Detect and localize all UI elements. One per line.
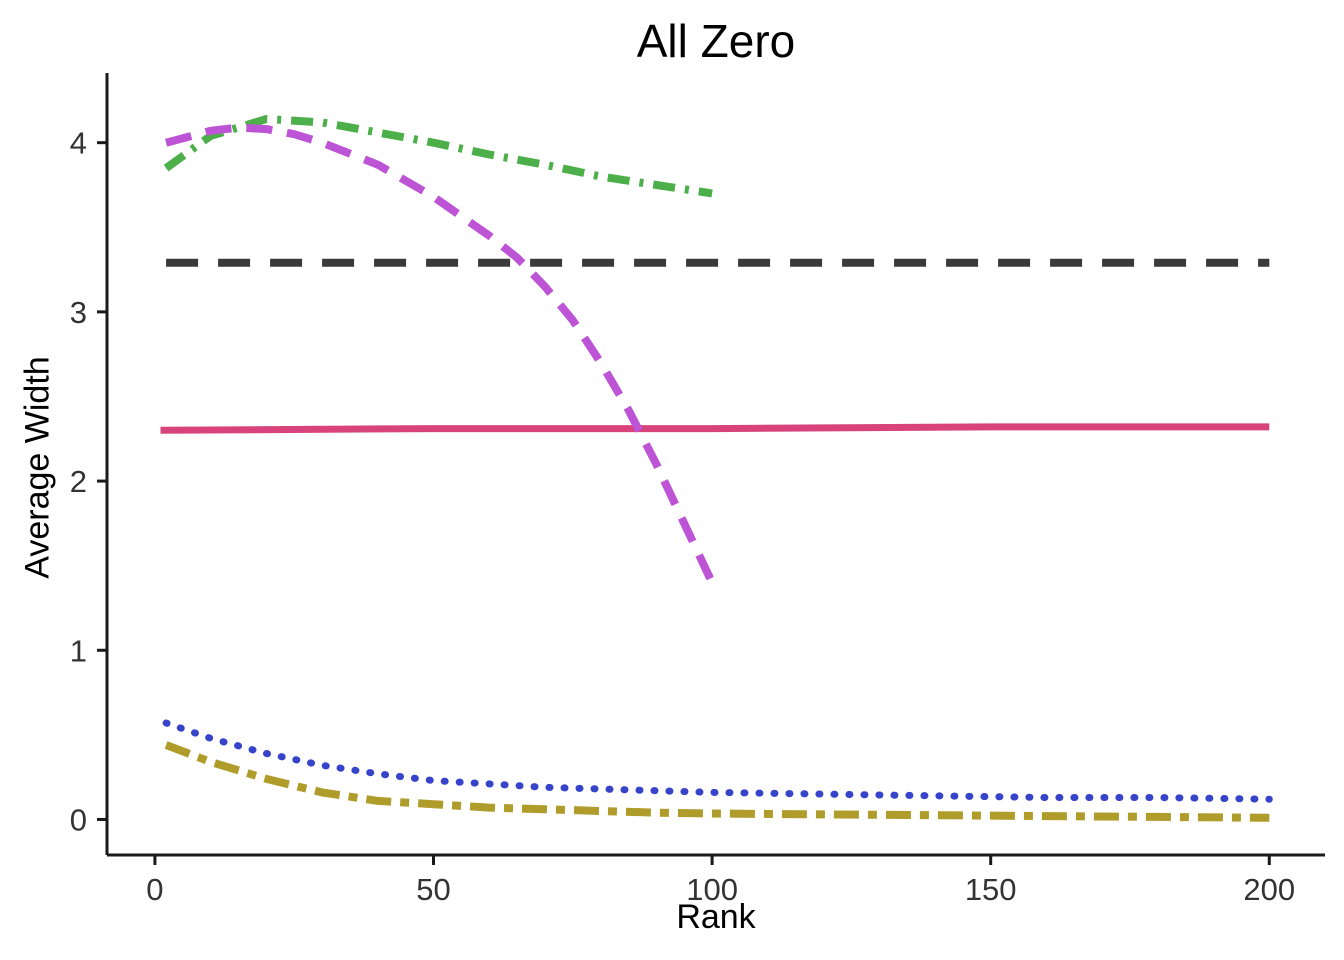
y-tick-label: 0 <box>70 802 87 837</box>
x-tick-label: 50 <box>416 872 450 907</box>
y-axis-label: Average Width <box>18 356 57 579</box>
y-tick-label: 1 <box>70 633 87 668</box>
series-olive-twodash <box>164 741 1270 822</box>
y-tick-label: 4 <box>70 126 87 161</box>
x-tick-label: 200 <box>1243 872 1295 907</box>
series-purple-dashed <box>165 123 716 585</box>
y-tick-label: 3 <box>70 295 87 330</box>
x-tick-label: 0 <box>146 872 163 907</box>
y-tick-label: 2 <box>70 464 87 499</box>
x-axis-label: Rank <box>676 898 756 936</box>
chart-title: All Zero <box>636 15 796 67</box>
x-tick-label: 150 <box>965 872 1017 907</box>
series-pink-solid <box>160 423 1270 434</box>
series-blue-dotted <box>162 719 1273 803</box>
x-tick-label: 100 <box>686 872 738 907</box>
